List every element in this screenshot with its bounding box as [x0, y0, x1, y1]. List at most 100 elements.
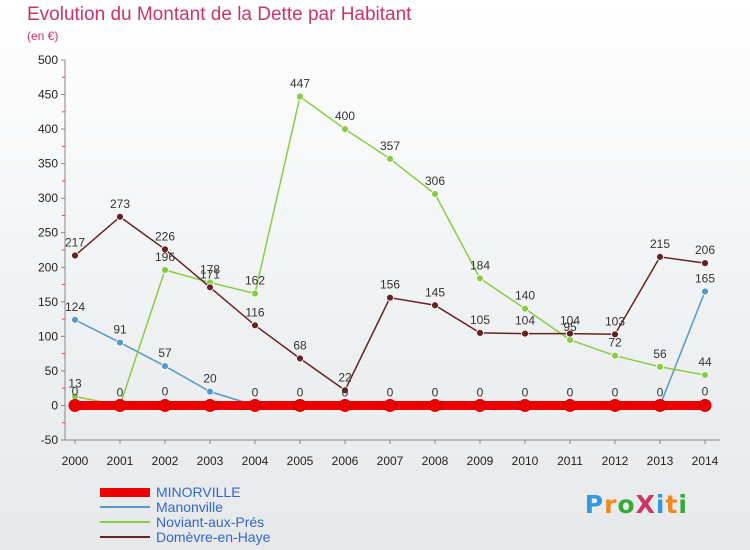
data-label-1: 124	[65, 300, 85, 314]
series-point-0	[338, 398, 352, 412]
series-point-3	[476, 329, 484, 337]
y-tick-label: 250	[38, 226, 58, 240]
x-tick-label: 2014	[692, 454, 719, 468]
logo-letter: o	[617, 490, 636, 519]
data-label-3: 171	[200, 267, 220, 281]
series-point-0	[653, 398, 667, 412]
series-point-0	[428, 398, 442, 412]
data-label-2: 162	[245, 274, 265, 288]
series-point-2	[611, 351, 619, 360]
data-label-1: 0	[567, 385, 574, 399]
data-label-3: 116	[245, 305, 264, 319]
series-point-3	[206, 283, 214, 292]
x-tick-label: 2012	[602, 454, 629, 468]
logo-letter: i	[655, 490, 666, 519]
series-point-3	[251, 321, 259, 330]
data-label-2: 196	[155, 250, 175, 264]
y-tick-label: 450	[38, 88, 58, 102]
data-label-2: 72	[608, 336, 622, 350]
data-label-extra: 0	[162, 384, 169, 398]
series-point-2	[476, 274, 484, 283]
data-label-2: 0	[117, 385, 124, 399]
x-tick-label: 2006	[332, 454, 359, 468]
series-point-2	[251, 289, 259, 298]
x-tick-label: 2010	[512, 454, 539, 468]
series-point-3	[431, 301, 439, 310]
series-point-0	[563, 398, 577, 412]
series-point-0	[248, 398, 262, 412]
data-label-3: 104	[515, 314, 535, 328]
series-point-0	[293, 398, 307, 412]
chart-unit-label: (en €)	[27, 29, 59, 43]
x-tick-label: 2008	[422, 454, 449, 468]
series-point-0	[518, 398, 532, 412]
series-point-3	[566, 329, 574, 338]
x-tick-label: 2011	[557, 454, 583, 468]
data-label-3: 68	[293, 338, 307, 352]
data-label-2: 95	[563, 320, 577, 334]
data-label-3: 156	[380, 278, 400, 292]
y-tick-label: 100	[38, 329, 58, 343]
logo-letter: X	[635, 490, 656, 519]
data-label-1: 0	[297, 385, 304, 399]
y-tick-label: 350	[38, 157, 58, 171]
series-point-2	[296, 92, 304, 101]
x-tick-label: 2007	[377, 454, 404, 468]
series-point-2	[701, 371, 709, 379]
data-label-2: 44	[698, 355, 712, 369]
data-label-1: 0	[477, 385, 484, 399]
x-tick-label: 2013	[647, 454, 674, 468]
data-label-3: 206	[695, 243, 715, 257]
chart-title: Evolution du Montant de la Dette par Hab…	[27, 4, 412, 25]
series-point-0	[473, 398, 487, 412]
data-label-1: 165	[695, 271, 715, 285]
y-tick-label: 150	[38, 295, 58, 309]
data-label-2: 306	[425, 174, 445, 188]
data-label-3: 217	[65, 236, 85, 250]
series-point-2	[431, 190, 439, 198]
series-point-0	[68, 398, 82, 412]
data-label-1: 0	[432, 385, 439, 399]
y-tick-label: 50	[45, 364, 59, 378]
series-point-3	[611, 330, 619, 339]
y-tick-label: 500	[38, 53, 58, 67]
series-point-1	[116, 338, 124, 347]
data-label-extra: 0	[702, 384, 709, 398]
series-point-0	[203, 398, 217, 412]
data-label-1: 91	[113, 323, 127, 337]
series-point-2	[161, 266, 169, 274]
x-tick-label: 2001	[107, 454, 134, 468]
series-point-0	[158, 398, 172, 412]
y-tick-label: 400	[38, 122, 58, 136]
series-point-0	[383, 398, 397, 412]
proxiti-logo: ProXiti	[585, 490, 688, 519]
logo-letter: i	[678, 490, 688, 519]
series-point-1	[206, 387, 214, 396]
series-point-2	[656, 362, 664, 371]
series-point-3	[701, 259, 709, 268]
data-label-3: 215	[650, 237, 670, 251]
logo-letter: t	[665, 490, 679, 519]
data-label-2: 400	[335, 109, 355, 123]
x-tick-label: 2005	[287, 454, 314, 468]
data-label-1: 0	[612, 385, 619, 399]
data-label-2: 357	[380, 139, 400, 153]
data-label-2: 56	[653, 347, 667, 361]
series-point-3	[161, 245, 169, 254]
legend-swatch-0	[100, 488, 150, 497]
series-point-3	[296, 354, 304, 363]
y-tick-label: 0	[51, 398, 58, 412]
series-point-3	[386, 293, 394, 302]
logo-letter: r	[604, 490, 618, 519]
data-label-extra: 0	[72, 384, 79, 398]
series-point-0	[113, 398, 127, 412]
series-point-1	[71, 315, 79, 324]
data-label-2: 184	[470, 258, 490, 272]
x-tick-label: 2004	[242, 454, 269, 468]
data-label-2: 13	[68, 376, 82, 390]
x-tick-label: 2002	[152, 454, 179, 468]
y-tick-label: 200	[38, 260, 58, 274]
data-label-1: 0	[522, 385, 529, 399]
data-label-2: 178	[200, 262, 220, 276]
series-point-2	[386, 154, 394, 163]
